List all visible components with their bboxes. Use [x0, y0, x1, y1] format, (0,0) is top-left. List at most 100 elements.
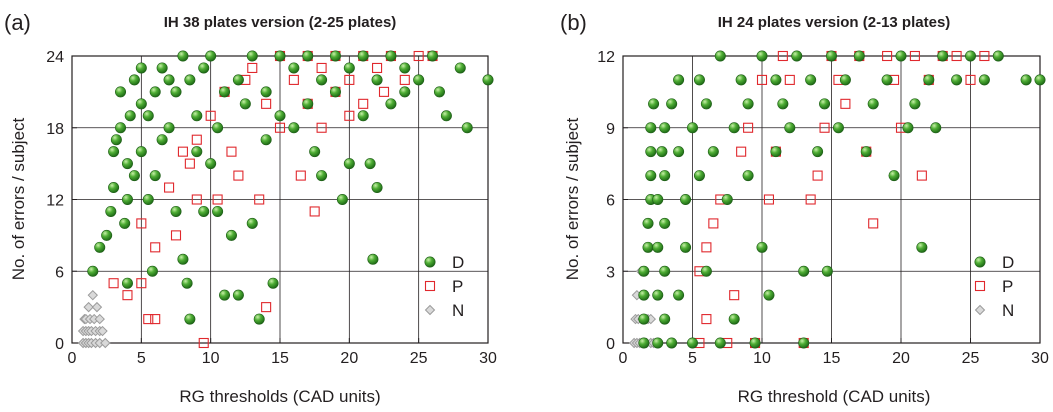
panel-a-point-D [101, 229, 113, 241]
panel-b-point-P [805, 194, 816, 205]
panel-a-point-D [302, 98, 314, 110]
panel-a-point-D [177, 253, 189, 265]
panel-a-y-tick-label: 6 [55, 264, 64, 281]
panel-a-point-N [83, 301, 94, 313]
panel-a-point-D [121, 158, 133, 170]
panel-b-point-P [701, 242, 712, 253]
panel-a-point-D [232, 289, 244, 301]
panel-b-point-D [666, 337, 678, 349]
panel-b-y-tick-label: 6 [606, 193, 615, 210]
panel-b-point-D [853, 50, 865, 62]
panel-a-point-D [149, 170, 161, 182]
panel-a-point-D [198, 205, 210, 217]
panel-b-label: (b) [560, 10, 587, 35]
panel-a-point-D [135, 62, 147, 74]
panel-a-point-P [164, 182, 175, 193]
panel-a-point-D [399, 62, 411, 74]
panel-a-point-D [163, 74, 175, 86]
panel-a-point-D [482, 74, 494, 86]
panel-a-point-D [219, 86, 231, 98]
panel-a-point-D [142, 110, 154, 122]
panel-a-point-D [170, 86, 182, 98]
panel-a-point-D [316, 74, 328, 86]
panel-b-point-D [645, 146, 657, 158]
panel-b-point-D [888, 170, 900, 182]
panel-b-y-tick-label: 12 [597, 49, 615, 66]
panel-b-point-P [909, 50, 920, 62]
panel-b-point-P [708, 218, 719, 229]
panel-a-legend-label-P: P [452, 277, 463, 296]
panel-a-point-P [378, 86, 390, 97]
panel-b-x-tick-label: 10 [753, 350, 771, 367]
panel-a-point-P [212, 194, 223, 205]
panel-a-point-D [105, 205, 117, 217]
panel-b-point-D [867, 98, 879, 110]
panel-b-point-P [756, 74, 768, 85]
panel-b-point-D [693, 170, 705, 182]
panel-a-point-D [357, 110, 369, 122]
panel-b-x-tick-label: 5 [688, 350, 697, 367]
panel-b-point-P [777, 50, 788, 62]
panel-a-point-P [150, 242, 161, 253]
panel-a-point-D [170, 205, 182, 217]
panel-b-point-D [951, 74, 963, 86]
panel-a-point-D [371, 182, 383, 194]
panel-b-point-D [645, 170, 657, 182]
panel-b-y-axis-label: No. of errors / subject [563, 117, 582, 280]
panel-b-point-D [642, 241, 654, 253]
panel-a-point-N [97, 325, 108, 337]
panel-a-y-tick-label: 12 [46, 193, 64, 210]
panel-b-point-D [659, 170, 671, 182]
panel-a-point-D [253, 313, 265, 325]
panel-b-point-D [652, 337, 664, 349]
panel-a-point-D [274, 110, 286, 122]
panel-b-point-D [721, 194, 733, 206]
panel-a-point-D [433, 86, 445, 98]
panel-a-point-D [288, 62, 300, 74]
panel-b-point-D [638, 337, 650, 349]
panel-a-plot-area: 0 5 10 15 20 25 30 0 6 12 18 24 DPN [46, 49, 497, 367]
panel-b-point-D [642, 217, 654, 229]
panel-b-point-D [659, 313, 671, 325]
panel-b-point-D [812, 146, 824, 158]
panel-a-point-D [219, 289, 231, 301]
panel-b-x-tick-label: 20 [892, 350, 910, 367]
panel-a-point-N [91, 301, 103, 313]
panel-a-point-D [184, 74, 196, 86]
panel-a-legend-marker-N [424, 304, 436, 316]
panel-b-point-D [638, 265, 650, 277]
panel-b-x-tick-label: 15 [823, 350, 841, 367]
panel-b-point-P [819, 122, 830, 133]
panel-a-point-D [399, 86, 411, 98]
panel-b-x-tick-label: 0 [619, 350, 628, 367]
panel-b-point-P [951, 50, 962, 62]
panel-b-title: IH 24 plates version (2-13 plates) [718, 14, 951, 31]
panel-b-point-D [791, 50, 803, 62]
panel-b-point-P [840, 98, 851, 109]
panel-b-point-D [798, 337, 810, 349]
panel-a-point-P [288, 74, 299, 85]
panel-a-point-D [108, 146, 120, 158]
panel-a: (a) IH 38 plates version (2-25 plates) 0… [4, 10, 497, 406]
panel-b-point-D [659, 217, 671, 229]
panel-a-point-D [364, 158, 376, 170]
panel-a-point-P [122, 290, 133, 301]
panel-b-point-D [805, 74, 817, 86]
panel-b-point-P [701, 314, 712, 325]
panel-a-point-D [124, 110, 136, 122]
panel-a-point-P [177, 146, 188, 157]
panel-a-point-D [177, 50, 189, 62]
panel-a-x-tick-label: 15 [271, 350, 289, 367]
panel-a-point-D [454, 62, 466, 74]
panel-b-x-tick-label: 25 [962, 350, 980, 367]
panel-a-point-D [119, 217, 131, 229]
panel-b-point-D [881, 74, 893, 86]
panel-a-point-D [205, 158, 217, 170]
panel-b-x-tick-label: 30 [1031, 350, 1049, 367]
panel-b-point-P [763, 194, 775, 205]
panel-b-point-D [798, 265, 810, 277]
panel-a-point-P [170, 230, 182, 241]
panel-a-point-D [198, 62, 210, 74]
panel-a-point-N [87, 289, 99, 301]
